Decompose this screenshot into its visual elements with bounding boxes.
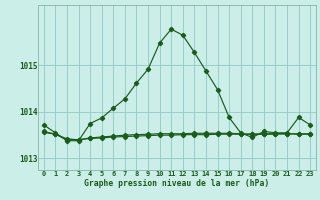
X-axis label: Graphe pression niveau de la mer (hPa): Graphe pression niveau de la mer (hPa) xyxy=(84,179,270,188)
